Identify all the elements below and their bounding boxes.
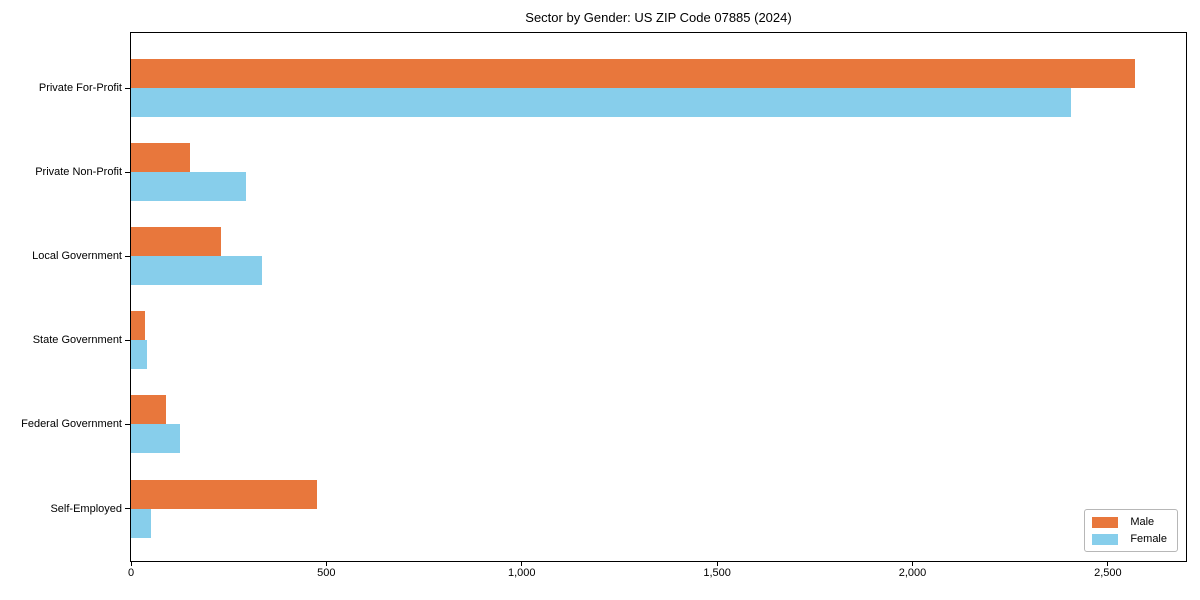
- plot-area: Male Female: [130, 32, 1187, 562]
- bar-female-self-employed: [131, 508, 151, 538]
- bar-male-state-government: [131, 311, 145, 341]
- bar-male-private-for-profit: [131, 59, 1136, 88]
- bar-male-federal-government: [131, 395, 167, 425]
- y-tick-mark: [125, 171, 130, 173]
- bar-female-federal-government: [131, 424, 180, 454]
- legend-label-female: Female: [1130, 533, 1167, 545]
- bar-female-local-government: [131, 256, 262, 286]
- bar-female-private-non-profit: [131, 172, 247, 202]
- x-tick-mark: [1107, 562, 1109, 566]
- y-axis-label-private-non-profit: Private Non-Profit: [35, 166, 122, 179]
- bar-male-local-government: [131, 227, 221, 257]
- bar-male-private-non-profit: [131, 143, 190, 173]
- y-tick-mark: [125, 87, 130, 89]
- x-axis-label-1-000: 1,000: [507, 567, 536, 579]
- y-axis-label-federal-government: Federal Government: [21, 418, 122, 431]
- y-tick-mark: [125, 255, 130, 257]
- y-axis-label-private-for-profit: Private For-Profit: [38, 82, 122, 94]
- x-tick-mark: [130, 562, 132, 566]
- legend: Male Female: [1084, 509, 1178, 552]
- y-tick-mark: [125, 339, 130, 341]
- x-axis-label-2-000: 2,000: [898, 567, 927, 579]
- legend-entry-female: Female: [1092, 533, 1167, 545]
- legend-label-male: Male: [1130, 516, 1155, 528]
- y-axis-label-state-government: State Government: [32, 334, 122, 347]
- y-tick-mark: [125, 508, 130, 509]
- y-axis-label-self-employed: Self-Employed: [50, 502, 122, 515]
- legend-swatch-female: [1092, 533, 1119, 545]
- x-tick-mark: [716, 562, 718, 566]
- x-tick-mark: [911, 562, 913, 566]
- bar-female-private-for-profit: [131, 88, 1071, 117]
- bar-female-state-government: [131, 340, 147, 370]
- x-tick-mark: [325, 562, 327, 566]
- x-axis-label-2-500: 2,500: [1094, 567, 1122, 579]
- legend-swatch-male: [1092, 516, 1119, 528]
- x-tick-mark: [521, 562, 523, 566]
- x-axis-label-1-500: 1,500: [703, 567, 731, 579]
- y-tick-mark: [125, 423, 130, 425]
- y-axis-label-local-government: Local Government: [32, 250, 122, 263]
- chart-title: Sector by Gender: US ZIP Code 07885 (202…: [525, 10, 792, 25]
- legend-entry-male: Male: [1092, 516, 1167, 528]
- x-axis-label-0: 0: [127, 567, 135, 579]
- x-axis-label-500: 500: [317, 567, 336, 579]
- bar-male-self-employed: [131, 479, 317, 509]
